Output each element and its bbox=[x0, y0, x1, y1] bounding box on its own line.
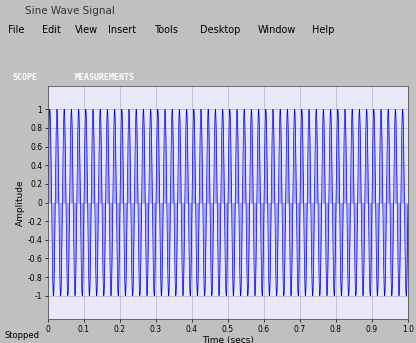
Text: Edit: Edit bbox=[42, 25, 60, 35]
Text: MEASUREMENTS: MEASUREMENTS bbox=[75, 72, 135, 82]
Y-axis label: Amplitude: Amplitude bbox=[16, 179, 25, 226]
Text: Stopped: Stopped bbox=[4, 331, 39, 340]
X-axis label: Time (secs): Time (secs) bbox=[202, 336, 254, 343]
Text: Window: Window bbox=[258, 25, 296, 35]
Text: Help: Help bbox=[312, 25, 334, 35]
Text: Sine Wave Signal: Sine Wave Signal bbox=[25, 6, 115, 16]
Text: Insert: Insert bbox=[108, 25, 136, 35]
Text: File: File bbox=[8, 25, 25, 35]
Text: Tools: Tools bbox=[154, 25, 178, 35]
Text: View: View bbox=[75, 25, 98, 35]
Text: SCOPE: SCOPE bbox=[12, 72, 37, 82]
Text: Desktop: Desktop bbox=[200, 25, 240, 35]
